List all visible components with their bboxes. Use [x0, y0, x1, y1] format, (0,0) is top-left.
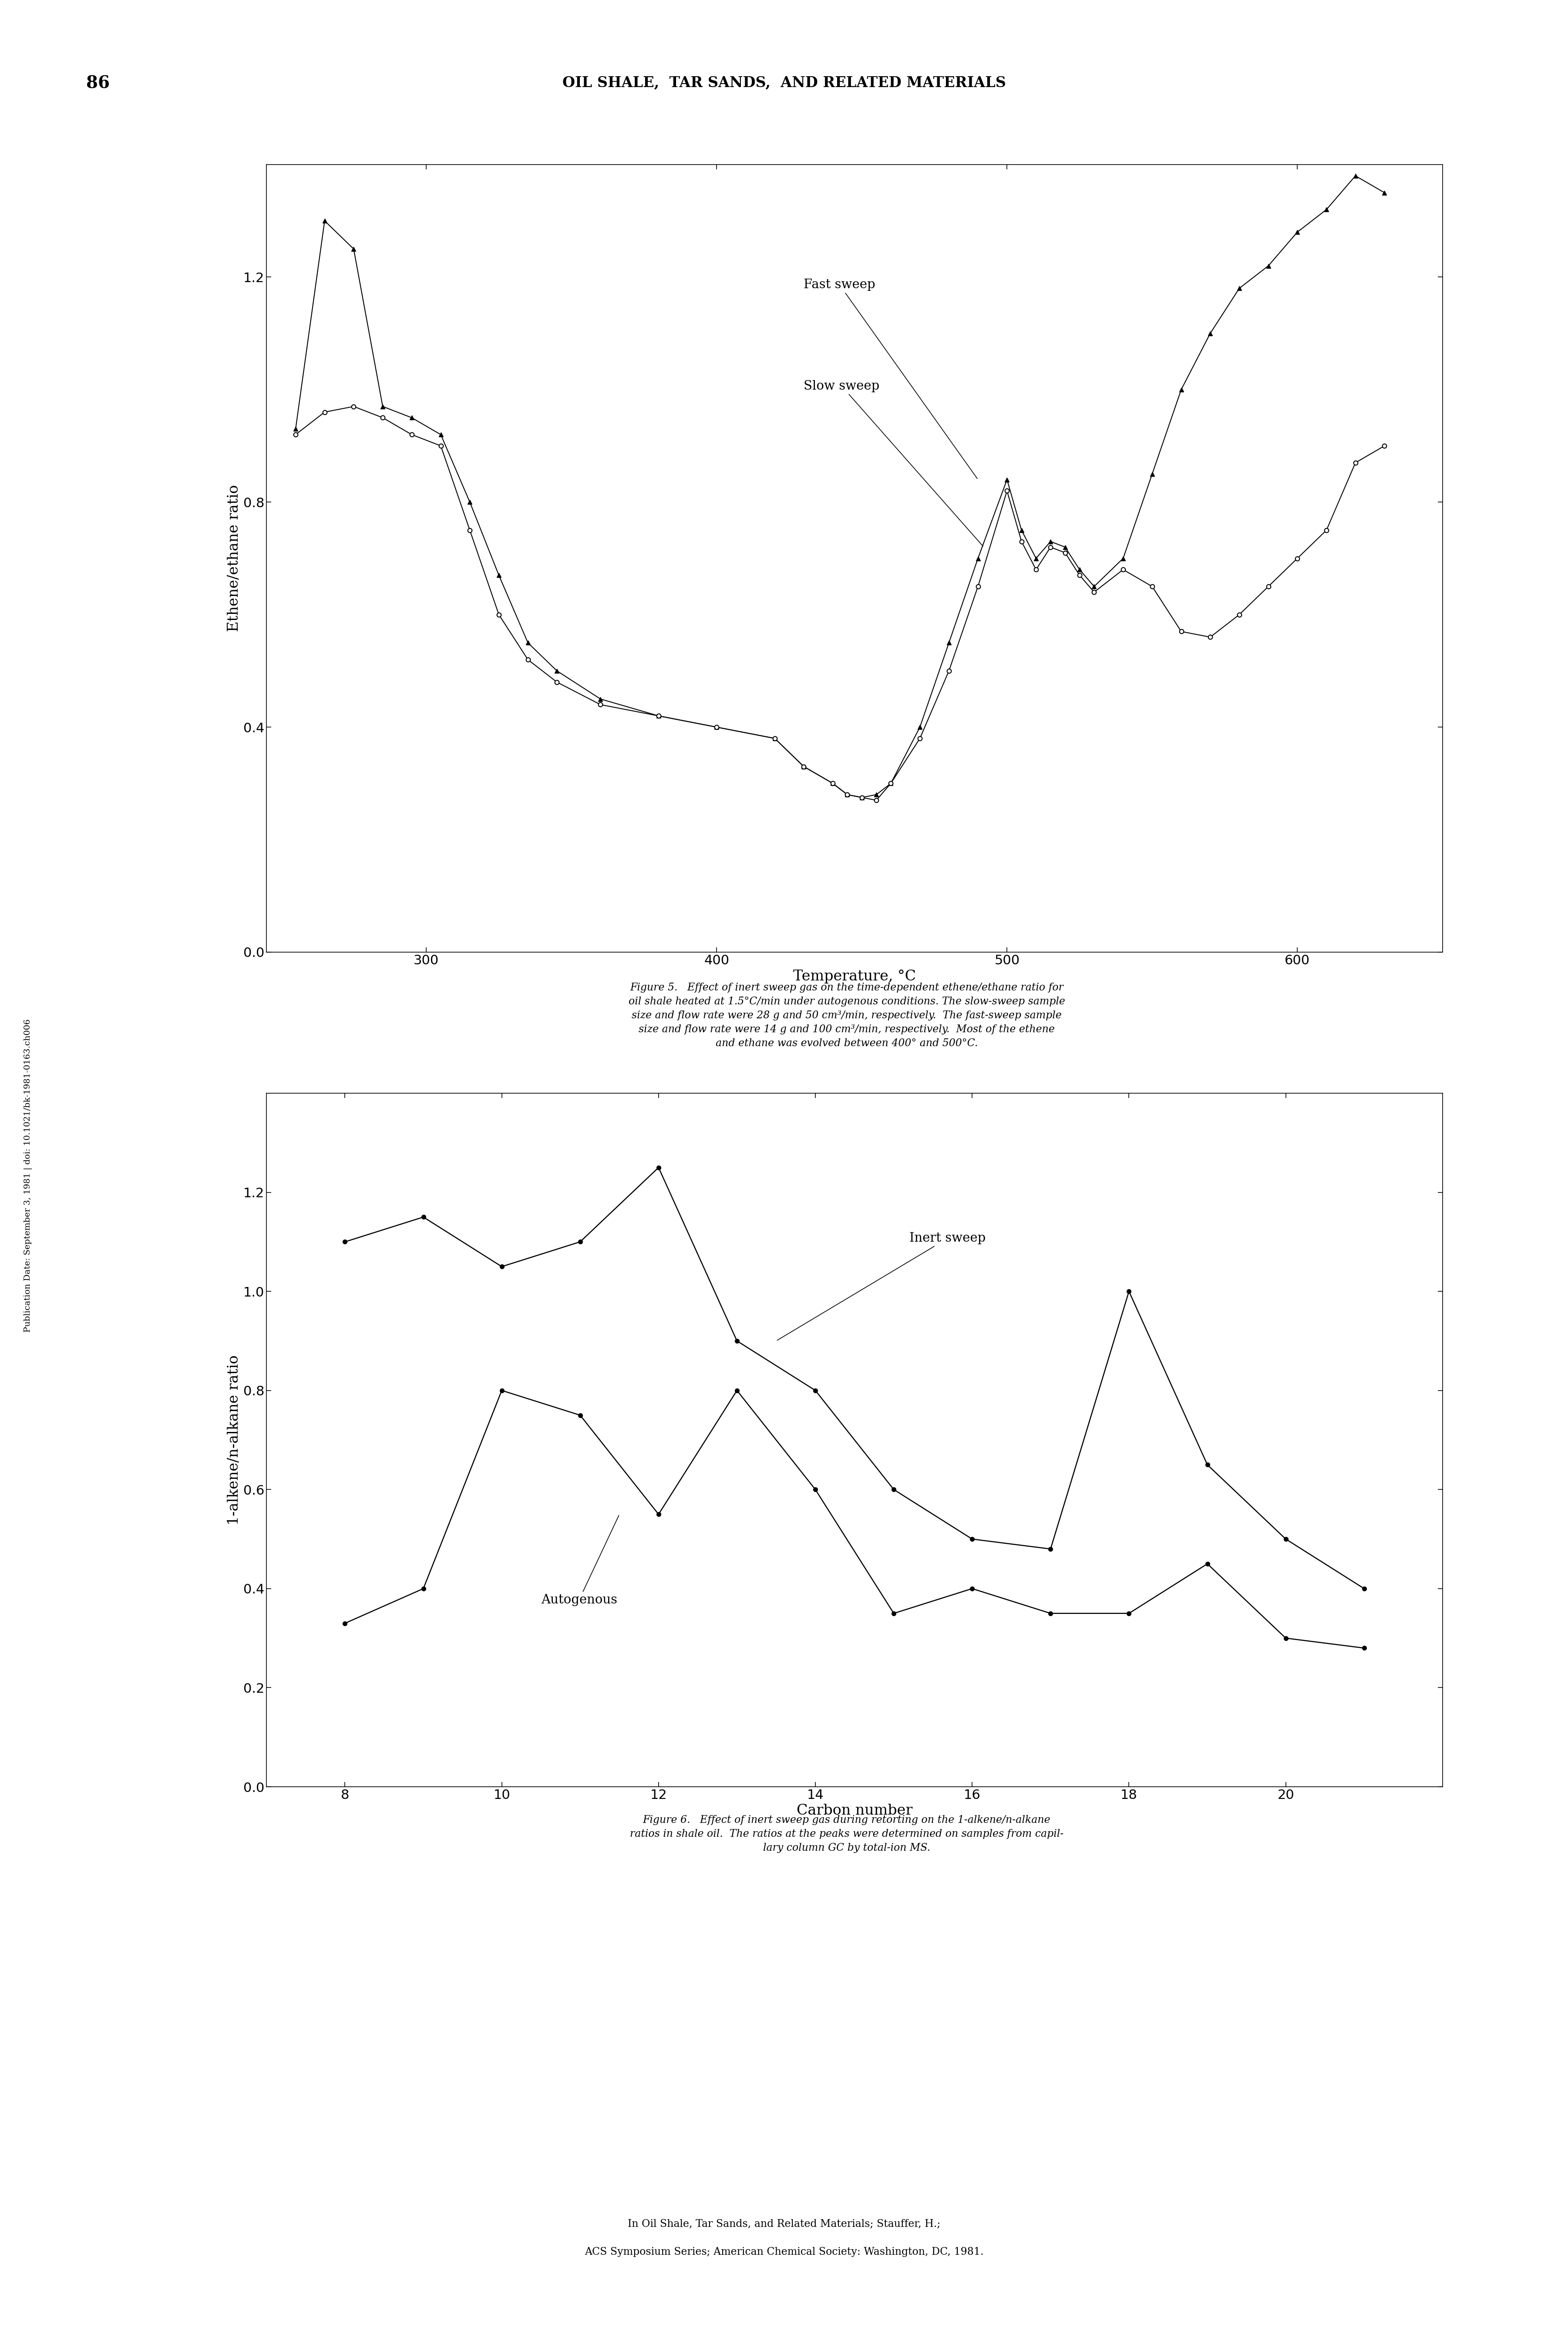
Text: ACS Symposium Series; American Chemical Society: Washington, DC, 1981.: ACS Symposium Series; American Chemical … — [585, 2248, 983, 2257]
Y-axis label: 1-alkene/n-alkane ratio: 1-alkene/n-alkane ratio — [227, 1354, 241, 1526]
Text: Fast sweep: Fast sweep — [804, 280, 977, 480]
X-axis label: Temperature, °C: Temperature, °C — [793, 969, 916, 983]
Y-axis label: Ethene/ethane ratio: Ethene/ethane ratio — [227, 484, 241, 632]
Text: Figure 5.   Effect of inert sweep gas on the time-dependent ethene/ethane ratio : Figure 5. Effect of inert sweep gas on t… — [629, 983, 1065, 1049]
Text: OIL SHALE,  TAR SANDS,  AND RELATED MATERIALS: OIL SHALE, TAR SANDS, AND RELATED MATERI… — [563, 75, 1005, 89]
Text: In Oil Shale, Tar Sands, and Related Materials; Stauffer, H.;: In Oil Shale, Tar Sands, and Related Mat… — [627, 2219, 941, 2229]
Text: Publication Date: September 3, 1981 | doi: 10.1021/bk-1981-0163.ch006: Publication Date: September 3, 1981 | do… — [24, 1018, 33, 1333]
Text: Figure 6.   Effect of inert sweep gas during retorting on the 1-alkene/n-alkane
: Figure 6. Effect of inert sweep gas duri… — [630, 1815, 1063, 1853]
Text: Slow sweep: Slow sweep — [804, 381, 983, 545]
Text: Inert sweep: Inert sweep — [778, 1232, 986, 1340]
Text: Autogenous: Autogenous — [541, 1516, 619, 1606]
Text: 86: 86 — [86, 75, 110, 92]
X-axis label: Carbon number: Carbon number — [797, 1803, 913, 1817]
